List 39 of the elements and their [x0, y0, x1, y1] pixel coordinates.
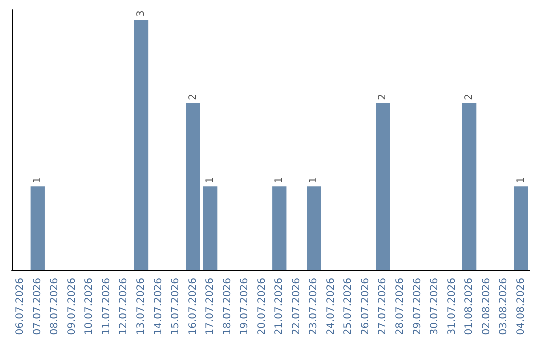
x-tick-label: 13.07.2026 — [136, 278, 147, 336]
x-tick-label: 04.08.2026 — [516, 278, 527, 336]
x-tick-label: 29.07.2026 — [412, 278, 424, 336]
x-tick-label: 26.07.2026 — [360, 278, 372, 336]
x-tick-label: 28.07.2026 — [395, 278, 406, 336]
data-label: 1 — [274, 177, 286, 184]
x-tick-label: 31.07.2026 — [446, 278, 458, 336]
x-tick-label: 23.07.2026 — [308, 278, 320, 336]
x-tick-label: 20.07.2026 — [256, 278, 268, 336]
x-tick-label: 30.07.2026 — [430, 278, 441, 336]
x-tick-label: 08.07.2026 — [50, 278, 61, 336]
x-tick-label: 01.08.2026 — [464, 278, 476, 336]
x-tick-label: 17.07.2026 — [205, 278, 216, 336]
x-tick-label: 24.07.2026 — [326, 278, 337, 336]
data-label: 3 — [136, 10, 147, 17]
data-label: 1 — [516, 177, 527, 184]
x-tick-label: 27.07.2026 — [378, 278, 389, 336]
x-tick-label: 09.07.2026 — [66, 278, 78, 336]
x-tick-label: 16.07.2026 — [188, 278, 199, 336]
data-label: 1 — [32, 177, 44, 184]
data-label: 2 — [378, 94, 389, 100]
x-tick-label: 07.07.2026 — [32, 278, 44, 336]
x-tick-label: 06.07.2026 — [15, 278, 26, 336]
data-label: 1 — [205, 177, 216, 184]
data-label: 2 — [188, 94, 199, 100]
x-tick-label: 22.07.2026 — [291, 278, 302, 336]
x-tick-label: 14.07.2026 — [153, 278, 164, 336]
x-tick-label: 19.07.2026 — [240, 278, 251, 336]
x-tick-label: 03.08.2026 — [498, 278, 510, 336]
x-tick-label: 10.07.2026 — [84, 278, 96, 336]
x-tick-label: 21.07.2026 — [274, 278, 286, 336]
x-tick-label: 11.07.2026 — [101, 278, 112, 336]
x-tick-label: 02.08.2026 — [481, 278, 492, 336]
x-tick-label: 18.07.2026 — [222, 278, 234, 336]
x-tick-label: 25.07.2026 — [343, 278, 354, 336]
data-label: 1 — [308, 177, 320, 184]
x-tick-label: 12.07.2026 — [118, 278, 130, 336]
data-label: 2 — [464, 94, 476, 100]
x-tick-label: 15.07.2026 — [170, 278, 182, 336]
